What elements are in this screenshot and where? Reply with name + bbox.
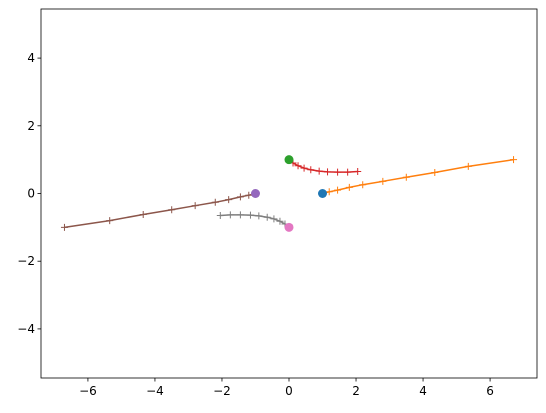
series-line-0 [322,158,514,195]
series-1-point-3 [300,164,308,172]
series-2-point-6 [168,206,176,214]
series-2-point-7 [139,210,147,218]
series-1-point-9 [354,167,362,175]
plot-area [60,155,518,232]
series-3-point-2 [276,217,284,225]
y-tick-label-0: −4 [17,322,35,336]
series-3-point-4 [263,213,271,221]
axes: −6 −4 −2 0 2 4 6 −4 −2 0 2 4 [17,8,538,398]
series-1-point-4 [307,166,315,174]
x-tick-label-2: −2 [213,384,231,398]
series-0-point-6 [402,173,410,181]
y-tick-label-2: 0 [27,187,35,201]
y-tick-label-3: 2 [27,119,35,133]
series-line-2 [64,192,256,229]
series-1-point-5 [315,167,323,175]
x-tick-label-3: 0 [285,384,293,398]
series-2-point-3 [225,196,233,204]
series-0-point-3 [345,183,353,191]
series-2-point-2 [236,193,244,201]
series-1-point-8 [344,168,352,176]
axes-frame [40,8,538,379]
series-3-point-9 [216,212,224,220]
series-line-1 [288,159,358,173]
y-tick-label-4: 4 [27,51,35,65]
series-2-point-9 [60,223,68,231]
series-3-point-6 [246,211,254,219]
series-0-point-7 [431,169,439,177]
series-3-point-3 [270,215,278,223]
series-line-3 [220,214,290,228]
series-2-point-1 [245,191,253,199]
series-0-point-8 [464,162,472,170]
series-2-point-5 [191,202,199,210]
x-tick-label-1: −4 [146,384,164,398]
start-point-0 [318,189,328,198]
series-2-point-4 [211,198,219,206]
series-3-point-8 [226,211,234,219]
series-0-point-4 [359,181,367,189]
series-1-point-2 [294,162,302,170]
series-1-point-7 [334,168,342,176]
series-0-point-1 [325,188,333,196]
x-tick-label-6: 6 [486,384,494,398]
series-0-point-9 [510,156,518,164]
x-tick-label-4: 2 [352,384,360,398]
series-2-point-8 [106,217,114,225]
x-tick-label-0: −6 [79,384,97,398]
y-tick-label-1: −2 [17,254,35,268]
series-1-point-6 [324,168,332,176]
start-point-2 [250,189,260,198]
series-0-point-2 [334,186,342,194]
start-point-1 [284,155,294,165]
series-3-point-5 [255,212,263,220]
start-point-3 [284,222,294,232]
x-tick-label-5: 4 [419,384,427,398]
series-3-point-7 [236,211,244,219]
series-0-point-5 [379,177,387,185]
